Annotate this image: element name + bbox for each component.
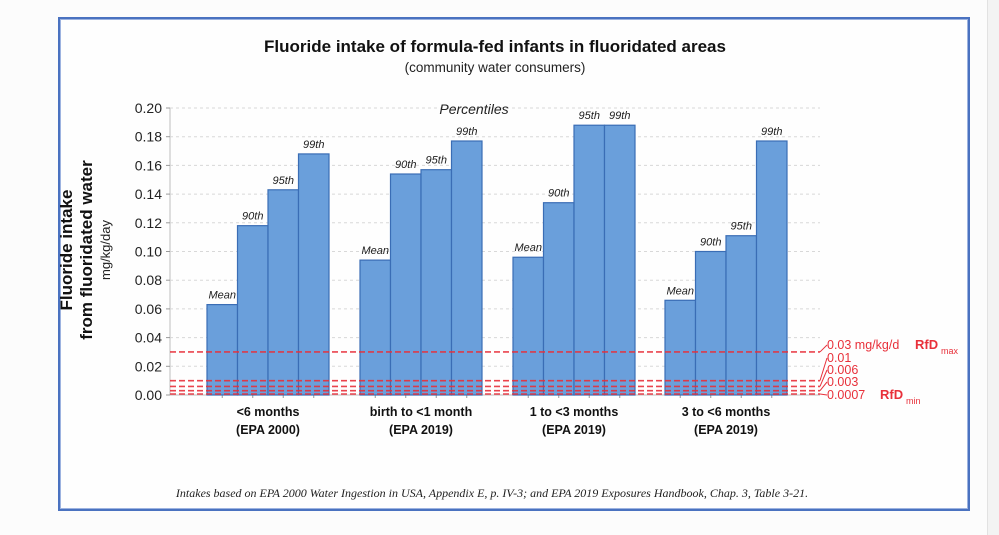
- y-tick-label: 0.00: [135, 387, 162, 403]
- rfd-tag-subscript: max: [941, 346, 959, 356]
- bar: [512, 256, 545, 396]
- bar: [664, 299, 697, 396]
- y-tick-label: 0.20: [135, 100, 162, 116]
- category-label-line1: 1 to <3 months: [530, 405, 619, 419]
- bar: [694, 250, 727, 396]
- category-label-line2: (EPA 2019): [389, 423, 453, 437]
- bar-label: 90th: [242, 211, 263, 223]
- y-tick-label: 0.16: [135, 157, 162, 173]
- bar-label: Mean: [208, 290, 236, 302]
- y-tick-label: 0.18: [135, 129, 162, 145]
- category-label-line1: birth to <1 month: [370, 405, 472, 419]
- bar: [542, 202, 575, 396]
- y-axis-ticks: 0.00 0.02 0.04 0.06 0.08 0.10 0.12 0.14 0.16 0.18…: [135, 100, 162, 403]
- footnote: Intakes based on EPA 2000 Water Ingestio…: [175, 486, 808, 500]
- bar-label: 90th: [700, 237, 721, 249]
- reference-value-label: 0.006: [827, 363, 858, 377]
- bar: [450, 140, 483, 396]
- category-label-line2: (EPA 2019): [694, 423, 758, 437]
- y-axis-label-line1: Fluoride intake: [57, 190, 76, 311]
- reference-leader: [819, 344, 828, 353]
- y-tick-label: 0.14: [135, 186, 162, 202]
- bar: [603, 124, 636, 396]
- reference-value-label: 0.01: [827, 351, 851, 365]
- bar-label: 99th: [761, 126, 782, 138]
- bar: [267, 189, 300, 396]
- bar-label: 99th: [456, 126, 477, 138]
- rfd-tag-subscript: min: [906, 396, 921, 406]
- reference-value-label: 0.03 mg/kg/d: [827, 338, 899, 352]
- y-tick-label: 0.06: [135, 301, 162, 317]
- reference-leader: [819, 369, 828, 387]
- bar: [206, 303, 239, 396]
- bars: [206, 124, 788, 396]
- y-tick-label: 0.12: [135, 215, 162, 231]
- rfd-tag: RfD: [880, 387, 903, 402]
- bar-label: 99th: [609, 110, 630, 122]
- bar-labels: Mean 90th 95th 99th Mean 90th 95th 99th Mean 90th…: [208, 110, 782, 301]
- bar-label: 99th: [303, 139, 324, 151]
- category-labels: <6 months (EPA 2000) birth to <1 month (EPA…: [236, 405, 770, 437]
- y-axis-label-line2: from fluoridated water: [77, 160, 96, 340]
- bar-label: Mean: [514, 242, 542, 254]
- chart-title: Fluoride intake of formula-fed infants i…: [264, 37, 726, 56]
- y-tick-label: 0.08: [135, 272, 162, 288]
- bar-label: Mean: [666, 285, 694, 297]
- reference-value-label: 0.0007: [827, 388, 865, 402]
- y-tick-label: 0.04: [135, 330, 162, 346]
- reference-leader: [819, 357, 828, 381]
- y-tick-label: 0.02: [135, 358, 162, 374]
- bar-label: 95th: [731, 221, 752, 233]
- category-label-line2: (EPA 2000): [236, 423, 300, 437]
- y-tick-label: 0.10: [135, 244, 162, 260]
- bar-label: Mean: [361, 245, 389, 257]
- category-label-line1: 3 to <6 months: [682, 405, 771, 419]
- bar: [573, 124, 606, 396]
- reference-value-label: 0.003: [827, 375, 858, 389]
- bar: [725, 235, 758, 396]
- bar-label: 95th: [579, 110, 600, 122]
- bar-label: 95th: [273, 175, 294, 187]
- rfd-tag: RfD: [915, 337, 938, 352]
- bar-label: 90th: [548, 188, 569, 200]
- scrollbar-track[interactable]: [987, 0, 999, 535]
- reference-leader: [819, 393, 828, 396]
- percentiles-label: Percentiles: [439, 101, 508, 117]
- category-label-line2: (EPA 2019): [542, 423, 606, 437]
- bar: [236, 225, 269, 396]
- bar: [359, 259, 392, 396]
- chart-subtitle: (community water consumers): [405, 60, 586, 75]
- reference-lines: [170, 344, 828, 396]
- bar-label: 90th: [395, 159, 416, 171]
- bar-label: 95th: [426, 155, 447, 167]
- category-label-line1: <6 months: [237, 405, 300, 419]
- bar: [389, 173, 422, 396]
- bar: [420, 169, 453, 396]
- y-axis-units: mg/kg/day: [98, 220, 113, 280]
- bar: [297, 153, 330, 396]
- reference-leader: [819, 381, 828, 392]
- bar: [755, 140, 788, 396]
